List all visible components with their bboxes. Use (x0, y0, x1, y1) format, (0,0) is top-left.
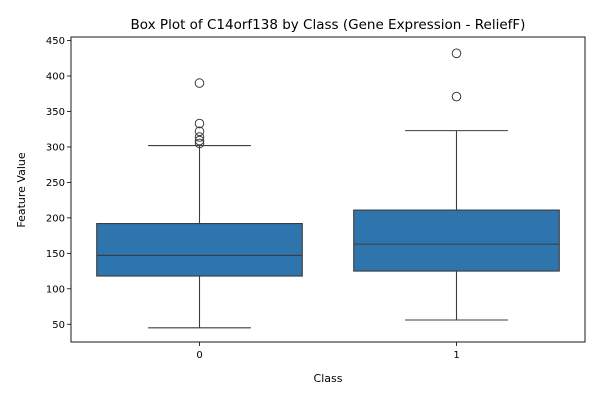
outlier-point (451, 91, 462, 102)
y-tick-label: 150 (46, 249, 65, 260)
y-tick-label: 100 (46, 284, 65, 295)
y-tick-label: 200 (46, 213, 65, 224)
y-tick-label: 300 (46, 142, 65, 153)
x-tick-label: 1 (453, 350, 459, 361)
outlier-point (194, 78, 205, 88)
y-axis: 50 100 150 200 250 300 350 400 450 (46, 36, 71, 331)
outlier-point (194, 138, 205, 149)
outlier-point (451, 48, 462, 59)
iqr-box (96, 222, 303, 277)
box-group-class-1 (353, 48, 560, 321)
y-tick-label: 50 (52, 320, 65, 331)
iqr-box (353, 209, 560, 272)
outlier-point (194, 126, 205, 137)
y-tick-label: 250 (46, 178, 65, 189)
x-tick-label: 0 (196, 350, 202, 361)
box-group-class-0 (96, 78, 303, 329)
outlier-point (194, 118, 205, 129)
y-axis-label: Feature Value (15, 152, 28, 228)
outlier-point (194, 135, 205, 146)
y-tick-label: 350 (46, 107, 65, 118)
plot-frame (70, 36, 586, 343)
outlier-point (194, 132, 205, 142)
x-axis-label: Class (314, 372, 343, 385)
y-tick-label: 400 (46, 72, 65, 83)
y-tick-label: 450 (46, 36, 65, 47)
plot-area (96, 48, 560, 329)
chart-title: Box Plot of C14orf138 by Class (Gene Exp… (131, 17, 526, 33)
